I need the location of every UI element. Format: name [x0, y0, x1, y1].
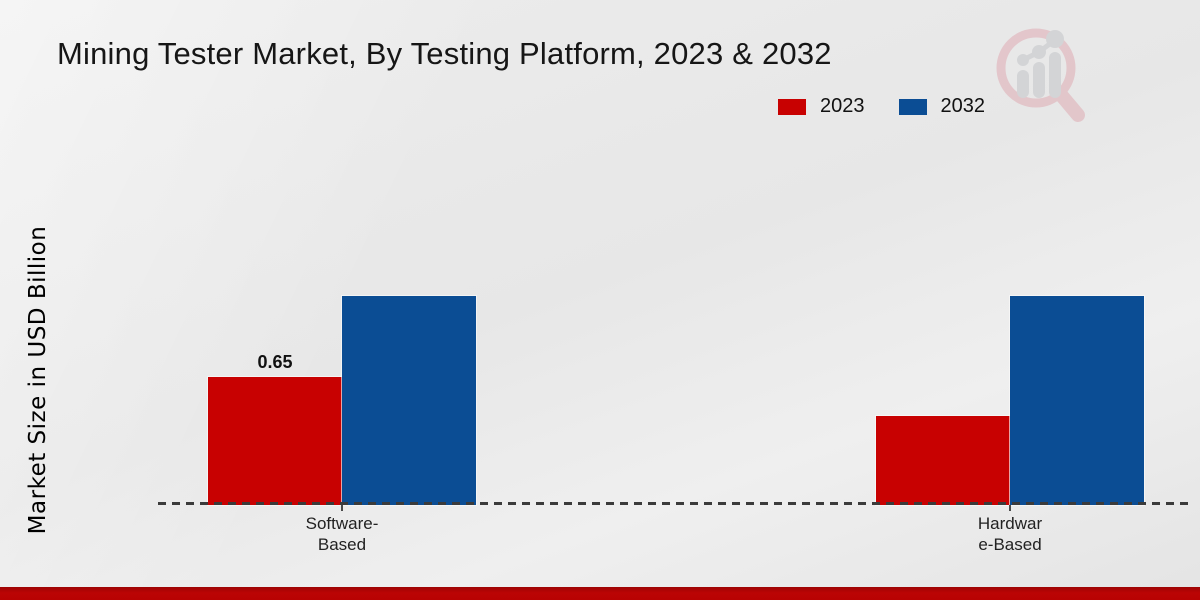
legend-item-2032: 2032	[898, 95, 986, 118]
legend-swatch-2023	[778, 98, 806, 115]
x-axis-tick-hardware-based	[1009, 505, 1011, 511]
legend-swatch-2032	[898, 98, 927, 115]
x-axis-baseline	[158, 502, 1190, 505]
footer-accent-bar	[0, 587, 1200, 600]
bar-2023-software-based	[208, 377, 342, 505]
chart-title: Mining Tester Market, By Testing Platfor…	[57, 36, 832, 71]
bar-2032-hardware-based	[1010, 296, 1144, 505]
legend-label: 2032	[940, 95, 986, 117]
legend-item-2023: 2023	[778, 95, 865, 118]
bar-value-label-2023-software-based: 0.65	[257, 352, 293, 372]
legend-label: 2023	[820, 95, 865, 117]
bar-2032-software-based	[342, 296, 476, 505]
x-axis-label-hardware-based: Hardwar e-Based	[977, 514, 1043, 554]
legend: 2023 2032	[778, 95, 985, 118]
y-axis-title: Market Size in USD Billion	[25, 225, 51, 535]
x-axis-tick-software-based	[341, 505, 343, 511]
bar-2023-hardware-based	[876, 416, 1010, 505]
x-axis-label-software-based: Software- Based	[305, 514, 379, 554]
magnifier-bar-chart-logo-icon	[988, 26, 1092, 126]
